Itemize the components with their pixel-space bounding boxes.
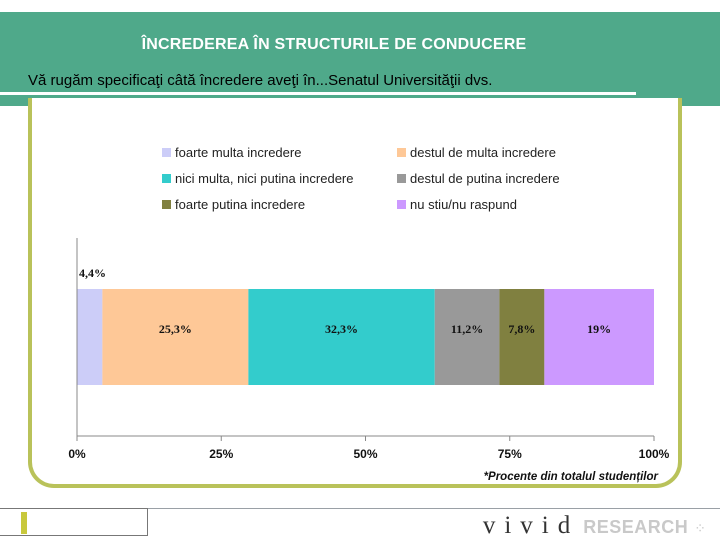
header-band <box>0 12 720 106</box>
data-label: 19% <box>587 322 611 336</box>
legend-item: destul de multa incredere <box>397 145 556 160</box>
footer-accent-bar <box>21 512 27 534</box>
page-title: ÎNCREDEREA ÎN STRUCTURILE DE CONDUCERE <box>141 36 527 53</box>
legend-item: destul de putina incredere <box>397 171 560 186</box>
bar-group: 4,4% 25,3% 32,3% 11,2% 7,8% 19% <box>77 266 654 385</box>
bar-segment <box>544 289 654 385</box>
logo-dots-icon: ⁘ <box>694 520 706 536</box>
footer-rule <box>0 508 720 509</box>
legend-label: nu stiu/nu raspund <box>410 197 517 212</box>
data-label: 4,4% <box>79 266 106 280</box>
legend-label: foarte multa incredere <box>175 145 302 160</box>
footnote: *Procente din totalul studenților <box>484 471 659 483</box>
x-tick-label: 75% <box>498 447 522 461</box>
bar-segment <box>499 289 545 385</box>
legend-label: destul de multa incredere <box>410 145 556 160</box>
legend-swatch <box>397 200 406 209</box>
legend-item: nici multa, nici putina incredere <box>162 171 353 186</box>
bar-segment <box>77 289 103 385</box>
legend-label: nici multa, nici putina incredere <box>175 171 354 186</box>
logo-word: vivid <box>482 512 580 539</box>
legend-swatch <box>397 148 406 157</box>
legend-label: destul de putina incredere <box>410 171 560 186</box>
x-tick-label: 100% <box>639 447 670 461</box>
footer-box <box>0 508 148 536</box>
x-tick-label: 50% <box>353 447 377 461</box>
data-label: 7,8% <box>508 322 535 336</box>
legend-swatch <box>162 148 171 157</box>
data-label: 25,3% <box>159 322 192 336</box>
bar-segment <box>102 289 249 385</box>
logo-research: RESEARCH <box>583 517 689 537</box>
legend-label: foarte putina incredere <box>175 197 306 212</box>
vivid-research-logo: vivid RESEARCH ⁘ <box>483 512 706 540</box>
legend-swatch <box>162 174 171 183</box>
legend-swatch <box>162 200 171 209</box>
data-label: 11,2% <box>451 322 483 336</box>
x-axis-ticks: 0% 25% 50% 75% 100% <box>68 436 670 461</box>
legend-swatch <box>397 174 406 183</box>
legend-item: foarte putina incredere <box>162 197 305 212</box>
data-label: 32,3% <box>325 322 358 336</box>
legend-item: foarte multa incredere <box>162 145 301 160</box>
bar-segment <box>248 289 435 385</box>
x-tick-label: 25% <box>209 447 233 461</box>
x-tick-label: 0% <box>68 447 86 461</box>
bar-segment <box>434 289 500 385</box>
legend-item: nu stiu/nu raspund <box>397 197 517 212</box>
question-subtitle: Vă rugăm specificaţi câtă încredere aveţ… <box>28 72 493 89</box>
header-divider <box>0 92 636 95</box>
